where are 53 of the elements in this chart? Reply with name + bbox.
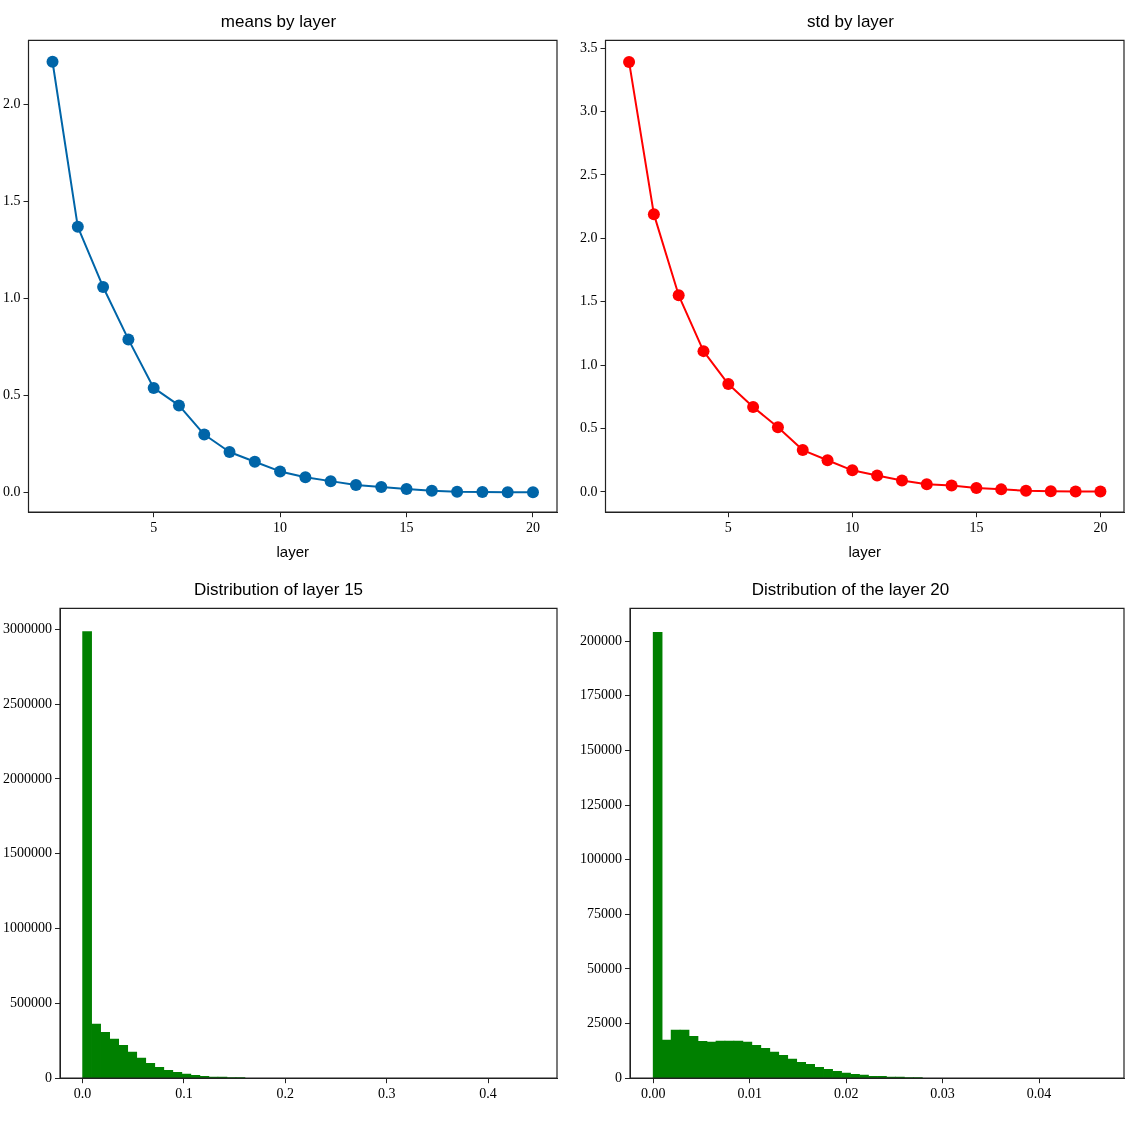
y-tick-label: 1.0: [580, 356, 598, 372]
x-tick-label: 0.1: [175, 1086, 193, 1102]
x-tick-label: 0.4: [479, 1086, 497, 1102]
y-tick-label: 2500000: [3, 695, 52, 711]
y-tick-label: 0.5: [3, 387, 21, 403]
y-tick-label: 1.0: [3, 290, 21, 306]
y-tick-label: 2.5: [580, 166, 598, 182]
y-tick-label: 3.5: [580, 39, 598, 55]
x-tick-label: 0.2: [276, 1086, 295, 1102]
y-tick-label: 75000: [587, 905, 622, 921]
y-tick-label: 2000000: [3, 770, 52, 786]
x-tick-label: 0.01: [737, 1086, 762, 1102]
x-tick-label: 15: [399, 520, 414, 536]
x-tick-label: 0.02: [833, 1086, 859, 1102]
y-tick-label: 175000: [580, 687, 622, 703]
x-tick-label: 10: [845, 520, 860, 536]
chart-title: means by layer: [220, 11, 337, 31]
chart-title: Distribution of layer 15: [193, 579, 364, 599]
y-tick-label: 0.0: [580, 483, 598, 499]
y-tick-label: 0: [615, 1069, 622, 1085]
x-tick-label: 20: [525, 520, 540, 536]
chart-title: Distribution of the layer 20: [751, 579, 950, 599]
x-tick-label: 10: [273, 520, 288, 536]
x-tick-label: 0.0: [73, 1086, 92, 1102]
x-tick-label: 0.04: [1026, 1086, 1052, 1102]
y-tick-label: 150000: [580, 742, 622, 758]
chart-title: std by layer: [807, 11, 895, 31]
y-tick-label: 1000000: [3, 920, 52, 936]
y-tick-label: 0: [45, 1069, 52, 1085]
y-tick-label: 25000: [587, 1015, 622, 1031]
y-tick-label: 0.0: [3, 484, 21, 500]
y-tick-label: 1.5: [3, 193, 21, 209]
x-tick-label: 15: [969, 520, 984, 536]
y-tick-label: 50000: [587, 960, 622, 976]
y-tick-label: 500000: [10, 995, 52, 1011]
y-tick-label: 125000: [580, 796, 622, 812]
x-tick-label: 0.03: [930, 1086, 955, 1102]
x-axis-title: layer: [848, 543, 882, 561]
x-tick-label: 0.00: [640, 1086, 666, 1102]
y-tick-label: 2.0: [580, 229, 598, 245]
y-tick-label: 100000: [580, 851, 622, 867]
x-tick-label: 0.3: [377, 1086, 396, 1102]
y-tick-label: 0.5: [580, 420, 598, 436]
x-tick-label: 20: [1093, 520, 1108, 536]
y-tick-label: 3000000: [3, 621, 52, 637]
y-tick-label: 1500000: [3, 845, 52, 861]
x-tick-label: 5: [150, 520, 158, 536]
y-tick-label: 200000: [580, 632, 622, 648]
y-tick-label: 1.5: [580, 293, 598, 309]
y-tick-label: 3.0: [580, 103, 598, 119]
x-tick-label: 5: [724, 520, 732, 536]
y-tick-label: 2.0: [3, 96, 21, 112]
x-axis-title: layer: [276, 543, 310, 561]
